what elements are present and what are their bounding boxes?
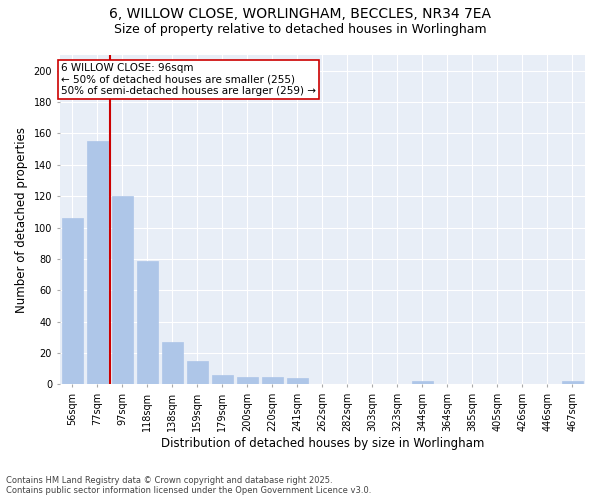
Bar	[262, 376, 283, 384]
Text: Size of property relative to detached houses in Worlingham: Size of property relative to detached ho…	[113, 22, 487, 36]
Bar	[161, 342, 183, 384]
Bar	[86, 142, 108, 384]
Bar	[212, 375, 233, 384]
Text: 6, WILLOW CLOSE, WORLINGHAM, BECCLES, NR34 7EA: 6, WILLOW CLOSE, WORLINGHAM, BECCLES, NR…	[109, 8, 491, 22]
Bar	[236, 376, 258, 384]
Bar	[187, 361, 208, 384]
Bar	[62, 218, 83, 384]
Bar	[562, 382, 583, 384]
Text: 6 WILLOW CLOSE: 96sqm
← 50% of detached houses are smaller (255)
50% of semi-det: 6 WILLOW CLOSE: 96sqm ← 50% of detached …	[61, 63, 316, 96]
Bar	[112, 196, 133, 384]
Text: Contains HM Land Registry data © Crown copyright and database right 2025.
Contai: Contains HM Land Registry data © Crown c…	[6, 476, 371, 495]
Bar	[137, 260, 158, 384]
Y-axis label: Number of detached properties: Number of detached properties	[15, 126, 28, 312]
Bar	[412, 382, 433, 384]
X-axis label: Distribution of detached houses by size in Worlingham: Distribution of detached houses by size …	[161, 437, 484, 450]
Bar	[287, 378, 308, 384]
